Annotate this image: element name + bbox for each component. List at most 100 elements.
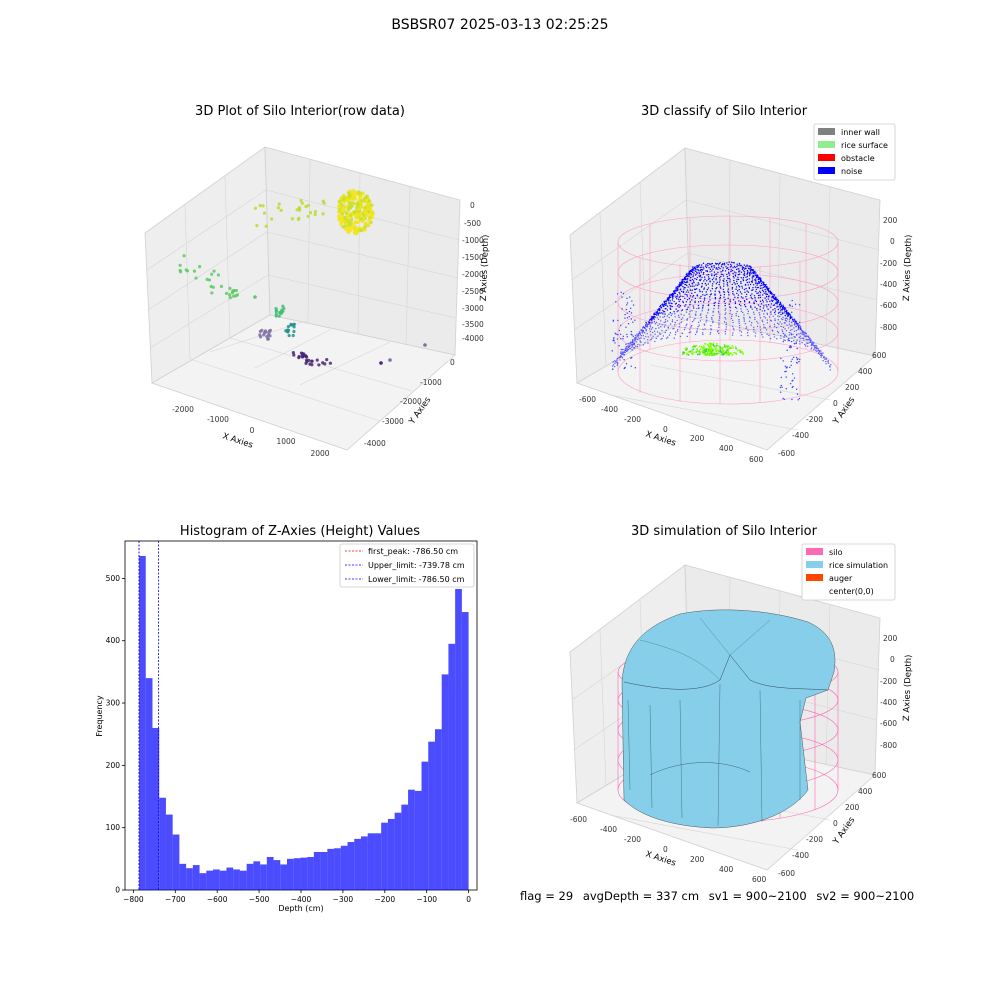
noise-point — [715, 279, 717, 281]
noise-point — [688, 313, 690, 315]
raw-point — [328, 361, 332, 365]
noise-point — [650, 322, 652, 324]
noise-point — [694, 317, 696, 320]
noise-point — [634, 334, 637, 337]
noise-point — [698, 289, 701, 291]
noise-point — [614, 362, 616, 364]
raw-point — [357, 226, 362, 231]
noise-point — [732, 292, 734, 295]
raw-point — [224, 291, 229, 296]
noise-point — [741, 266, 744, 268]
noise-point — [723, 285, 725, 287]
raw-point — [343, 227, 348, 232]
noise-point — [724, 302, 726, 305]
noise-point — [642, 335, 644, 337]
noise-point — [699, 276, 701, 278]
noise-point — [741, 285, 743, 288]
noise-point — [777, 308, 779, 311]
noise-point — [720, 273, 723, 275]
noise-point — [701, 269, 704, 271]
noise-point — [736, 310, 738, 313]
noise-point — [626, 350, 628, 352]
noise-point — [759, 290, 761, 292]
noise-point — [773, 294, 776, 296]
noise-point — [722, 263, 724, 266]
noise-point — [796, 358, 799, 361]
noise-point — [625, 346, 628, 348]
noise-point — [754, 299, 756, 301]
noise-point — [654, 316, 656, 318]
noise-point — [732, 319, 734, 322]
noise-point — [624, 313, 626, 316]
noise-point — [717, 268, 719, 270]
noise-point — [727, 263, 729, 266]
raw-point — [365, 203, 370, 208]
noise-point — [738, 300, 740, 302]
noise-point — [659, 316, 661, 318]
noise-point — [830, 364, 832, 366]
noise-point — [759, 305, 761, 308]
noise-point — [684, 287, 686, 289]
noise-point — [807, 345, 809, 347]
noise-point — [680, 310, 683, 312]
noise-point — [822, 360, 824, 362]
noise-point — [613, 339, 615, 342]
noise-point — [760, 282, 763, 285]
noise-point — [693, 285, 695, 287]
noise-point — [690, 326, 692, 328]
raw-z-tick: -3000 — [462, 304, 484, 313]
noise-point — [634, 319, 636, 321]
noise-point — [696, 330, 698, 332]
raw-point — [260, 328, 264, 332]
noise-point — [704, 282, 707, 285]
noise-point — [767, 296, 770, 298]
raw-point — [219, 284, 224, 288]
noise-point — [777, 319, 780, 321]
raw-point — [356, 213, 361, 217]
noise-point — [767, 304, 770, 306]
noise-point — [637, 333, 640, 335]
noise-point — [673, 311, 675, 313]
noise-point — [621, 353, 623, 356]
noise-point — [705, 270, 707, 272]
noise-point — [772, 304, 775, 306]
noise-point — [647, 336, 649, 338]
noise-point — [744, 301, 746, 303]
noise-point — [614, 342, 616, 344]
noise-point — [728, 277, 731, 280]
noise-point — [786, 349, 788, 351]
noise-point — [625, 326, 627, 328]
raw-point — [360, 198, 364, 203]
noise-point — [795, 341, 797, 343]
noise-point — [818, 353, 821, 355]
noise-point — [794, 322, 796, 324]
noise-point — [703, 280, 705, 282]
noise-point — [711, 318, 713, 320]
noise-point — [718, 290, 720, 293]
noise-point — [624, 349, 627, 352]
noise-point — [694, 333, 697, 336]
raw-point — [304, 204, 308, 209]
noise-point — [762, 294, 764, 296]
noise-point — [764, 327, 767, 329]
noise-point — [738, 324, 741, 327]
noise-point — [709, 281, 711, 283]
noise-point — [692, 307, 695, 309]
raw-z-tick: -2000 — [462, 270, 484, 279]
noise-point — [719, 267, 721, 270]
noise-point — [777, 315, 779, 317]
noise-point — [796, 347, 798, 350]
simulation-y-tick: -200 — [806, 835, 823, 844]
noise-point — [730, 317, 733, 320]
noise-point — [667, 300, 670, 302]
noise-point — [707, 301, 710, 303]
noise-point — [753, 328, 755, 331]
raw-point — [182, 254, 186, 258]
noise-point — [679, 295, 682, 297]
noise-point — [663, 311, 666, 313]
noise-point — [736, 278, 738, 281]
noise-point — [742, 279, 745, 282]
noise-point — [657, 314, 660, 316]
raw-point — [364, 211, 369, 215]
